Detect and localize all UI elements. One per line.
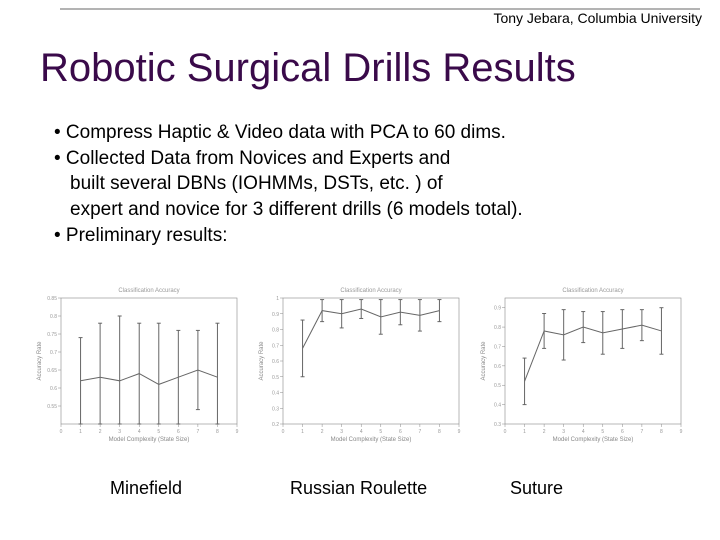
bullet-2-line3: expert and novice for 3 different drills… [70,197,523,223]
svg-text:6: 6 [621,429,624,435]
bullet-3: • Preliminary results: [54,223,523,249]
body-text: • Compress Haptic & Video data with PCA … [54,120,523,248]
svg-text:0: 0 [60,429,63,435]
svg-text:7: 7 [196,429,199,435]
svg-text:Model Complexity (State Size): Model Complexity (State Size) [109,437,190,443]
svg-text:0.8: 0.8 [272,328,279,334]
svg-text:0.3: 0.3 [494,422,501,428]
svg-text:4: 4 [360,429,363,435]
svg-text:4: 4 [582,429,585,435]
svg-text:5: 5 [379,429,382,435]
bullet-1: • Compress Haptic & Video data with PCA … [54,120,523,146]
chart-roulette: Classification Accuracy 0.2 0.3 0.4 0.5 0.6 0.… [252,284,468,454]
chart-suture: Classification Accuracy 0.3 0.4 0.5 0.6 0.7 0.… [474,284,690,454]
svg-text:1: 1 [301,429,304,435]
svg-text:0.6: 0.6 [272,359,279,365]
header-divider [60,0,700,10]
svg-text:8: 8 [438,429,441,435]
slide: Tony Jebara, Columbia University Robotic… [0,0,720,540]
svg-text:0.8: 0.8 [50,314,57,320]
svg-text:Accuracy Rate: Accuracy Rate [481,341,487,381]
svg-text:6: 6 [177,429,180,435]
svg-text:3: 3 [118,429,121,435]
bullet-2-line2: built several DBNs (IOHMMs, DSTs, etc. )… [70,171,523,197]
svg-text:0.5: 0.5 [494,383,501,389]
svg-text:0.7: 0.7 [272,343,279,349]
chart-captions: Minefield Russian Roulette Suture [0,478,720,499]
svg-text:0.6: 0.6 [494,364,501,370]
svg-text:6: 6 [399,429,402,435]
svg-text:9: 9 [236,429,239,435]
svg-text:Classification Accuracy: Classification Accuracy [118,288,179,294]
svg-text:Classification Accuracy: Classification Accuracy [562,288,623,294]
svg-text:0.55: 0.55 [47,404,57,410]
svg-text:0.7: 0.7 [494,344,501,350]
svg-text:7: 7 [640,429,643,435]
chart-minefield: Classification Accuracy 0.55 0.6 0.65 0.7 0.7… [30,284,246,454]
svg-text:0.8: 0.8 [494,325,501,331]
svg-text:0.65: 0.65 [47,368,57,374]
svg-text:0: 0 [504,429,507,435]
caption-suture: Suture [510,478,690,499]
svg-text:0: 0 [282,429,285,435]
svg-text:5: 5 [601,429,604,435]
svg-text:9: 9 [458,429,461,435]
svg-text:0.9: 0.9 [494,306,501,312]
svg-text:Accuracy Rate: Accuracy Rate [259,341,265,381]
svg-text:8: 8 [216,429,219,435]
svg-text:Model Complexity (State Size): Model Complexity (State Size) [553,437,634,443]
svg-text:Accuracy Rate: Accuracy Rate [37,341,43,381]
svg-text:1: 1 [276,296,279,302]
header-attribution: Tony Jebara, Columbia University [493,10,702,26]
svg-text:9: 9 [680,429,683,435]
svg-text:Model Complexity (State Size): Model Complexity (State Size) [331,437,412,443]
svg-text:7: 7 [418,429,421,435]
svg-text:Classification Accuracy: Classification Accuracy [340,288,401,294]
charts-row: Classification Accuracy0.550.60.650.70.7… [30,284,690,454]
caption-minefield: Minefield [90,478,290,499]
svg-text:2: 2 [543,429,546,435]
svg-text:0.6: 0.6 [50,386,57,392]
svg-text:0.75: 0.75 [47,332,57,338]
svg-text:5: 5 [157,429,160,435]
svg-text:3: 3 [562,429,565,435]
svg-text:0.4: 0.4 [272,391,279,397]
svg-text:1: 1 [523,429,526,435]
svg-text:8: 8 [660,429,663,435]
svg-text:0.4: 0.4 [494,403,501,409]
svg-text:2: 2 [99,429,102,435]
svg-text:0.9: 0.9 [272,312,279,318]
caption-roulette: Russian Roulette [290,478,510,499]
svg-text:4: 4 [138,429,141,435]
bullet-2: • Collected Data from Novices and Expert… [54,146,523,172]
svg-text:0.85: 0.85 [47,296,57,302]
svg-text:0.2: 0.2 [272,422,279,428]
svg-text:2: 2 [321,429,324,435]
svg-text:0.7: 0.7 [50,350,57,356]
svg-text:0.3: 0.3 [272,406,279,412]
svg-text:0.5: 0.5 [272,375,279,381]
slide-title: Robotic Surgical Drills Results [40,46,576,91]
svg-text:1: 1 [79,429,82,435]
svg-text:3: 3 [340,429,343,435]
